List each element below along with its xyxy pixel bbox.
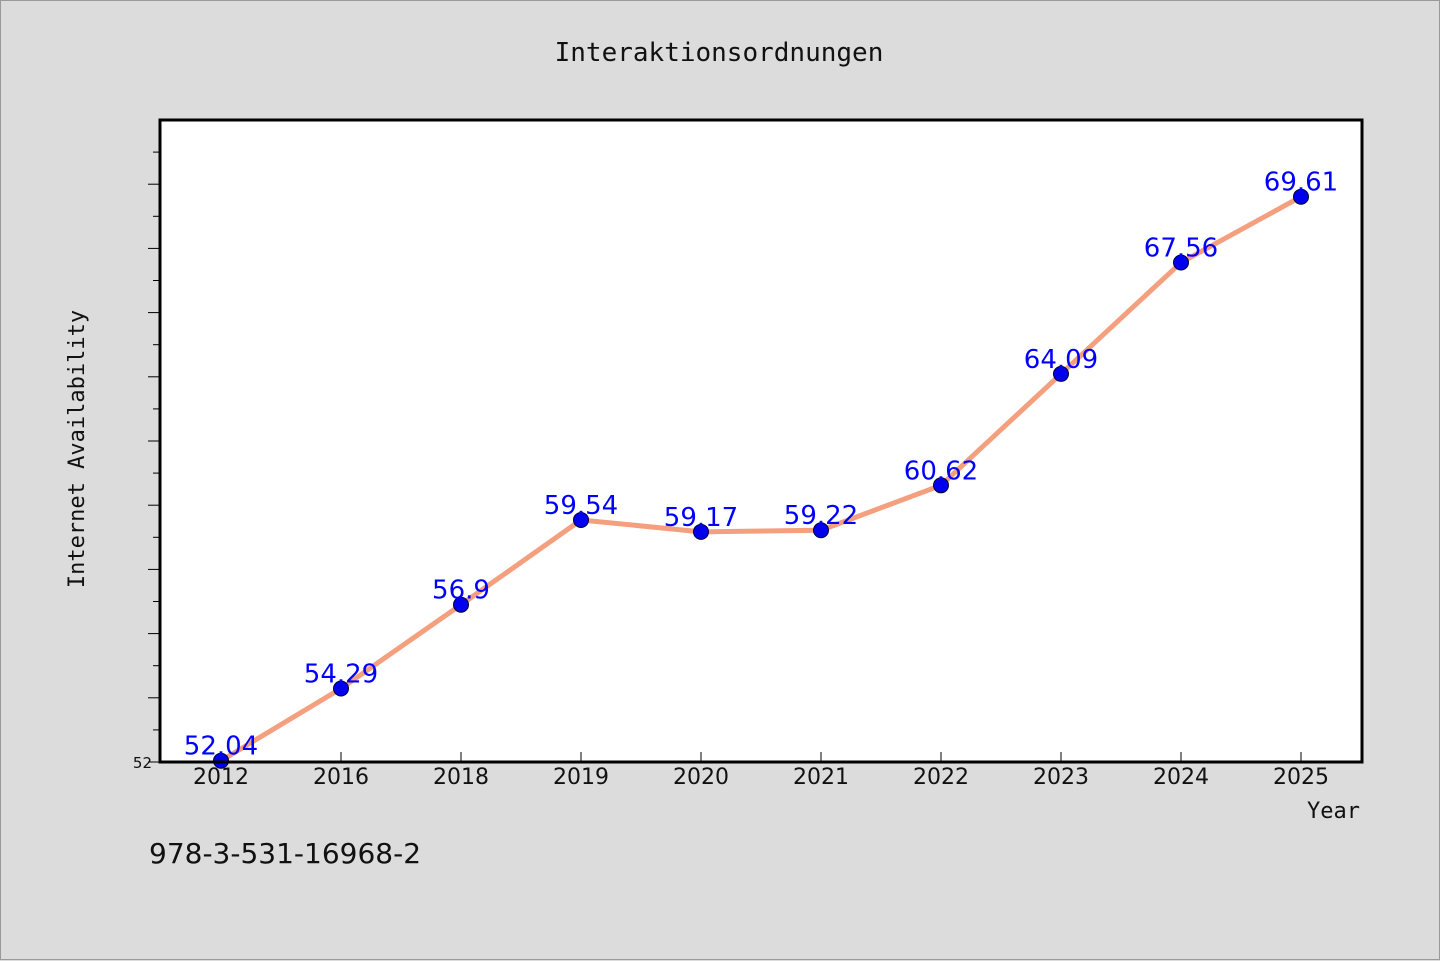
data-label: 52.04	[184, 732, 258, 762]
isbn-code: 978-3-531-16968-2	[149, 837, 421, 870]
data-label: 60.62	[904, 456, 978, 486]
x-tick-label: 2018	[433, 765, 489, 790]
data-label: 59.54	[544, 491, 618, 521]
data-point	[1173, 254, 1189, 271]
x-tick-label: 2020	[673, 765, 729, 790]
data-point	[453, 596, 469, 613]
plot-frame	[158, 118, 1364, 764]
data-label: 69.61	[1264, 168, 1338, 198]
x-tick-label: 2022	[913, 765, 969, 790]
x-axis-label: Year	[1307, 799, 1360, 824]
data-point	[573, 511, 589, 528]
x-tick-label: 2021	[793, 765, 849, 790]
data-point	[1053, 365, 1069, 382]
plot-area	[160, 120, 1362, 762]
series-line	[218, 194, 1304, 764]
data-label: 59.22	[784, 501, 858, 531]
x-tick-label: 2023	[1033, 765, 1089, 790]
y-axis-ticks: 52	[133, 151, 160, 772]
data-point	[333, 680, 349, 697]
x-axis-ticks: 2012 2016 2018 2019 2020 2021 2022 2023 2024 2025	[193, 752, 1329, 790]
data-label: 54.29	[304, 659, 378, 689]
x-tick-label: 2019	[553, 765, 609, 790]
x-tick-label: 2025	[1273, 765, 1329, 790]
data-point	[813, 522, 829, 539]
data-point	[693, 523, 709, 540]
y-tick-label: 52	[133, 754, 152, 772]
y-axis-label: Internet Availability	[65, 310, 90, 588]
series-layer: 52.04 54.29 56.9 59.54 59.17 59.22 60.62 64.09 6…	[184, 168, 1338, 769]
data-label: 56.9	[432, 576, 490, 606]
data-label: 67.56	[1144, 234, 1218, 264]
data-label: 59.17	[664, 503, 738, 533]
data-point	[933, 477, 949, 494]
x-tick-label: 2024	[1153, 765, 1209, 790]
x-tick-label: 2016	[313, 765, 369, 790]
x-tick-label: 2012	[193, 765, 249, 790]
data-label: 64.09	[1024, 345, 1098, 375]
chart-title: Interaktionsordnungen	[555, 38, 884, 68]
data-point	[1293, 188, 1309, 205]
